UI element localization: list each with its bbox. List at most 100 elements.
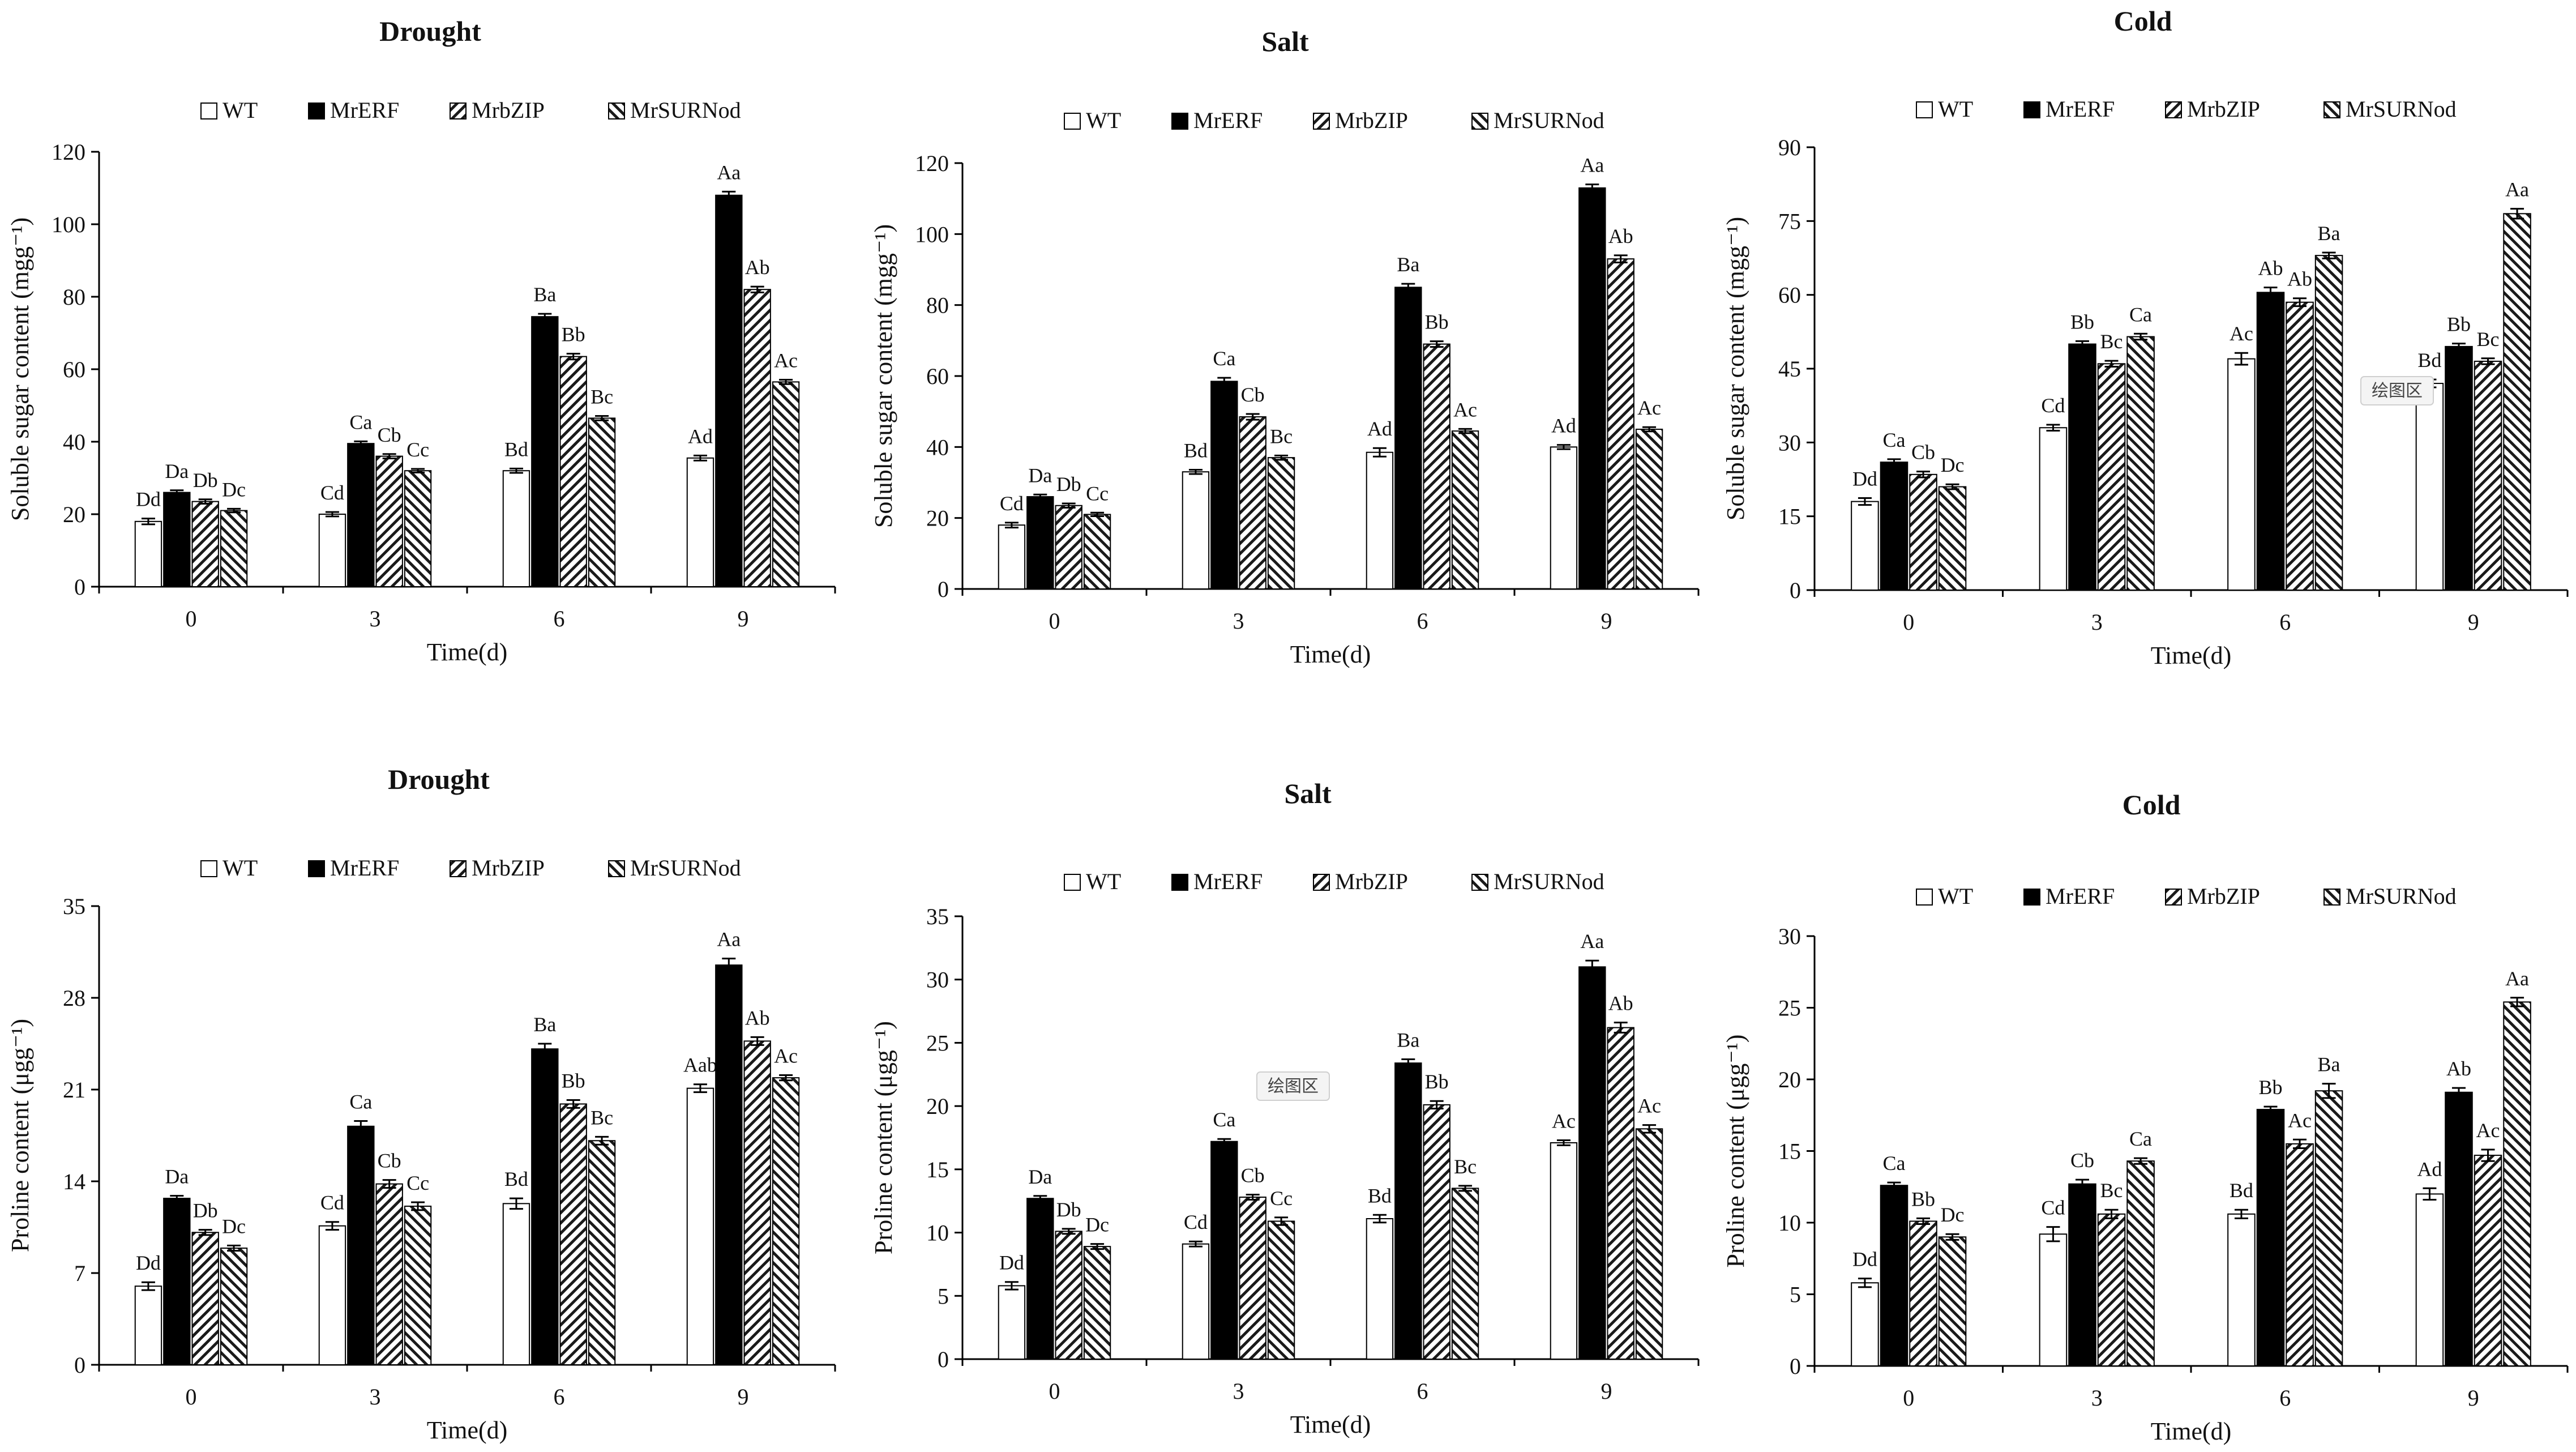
y-axis-title: Soluble sugar content (mgg⁻¹) xyxy=(6,217,34,521)
y-tick-label: 120 xyxy=(915,151,949,176)
significance-label: Ca xyxy=(2129,303,2152,326)
bar-wt-day0 xyxy=(998,524,1026,590)
significance-label: Bb xyxy=(1425,311,1449,334)
y-tick-label: 10 xyxy=(926,1220,949,1246)
legend-swatch-mrbzip xyxy=(450,103,467,119)
significance-label: Bd xyxy=(1184,439,1208,462)
significance-label: Ba xyxy=(1397,1028,1419,1051)
x-tick-label: 0 xyxy=(1049,608,1060,634)
significance-label: Aa xyxy=(1580,930,1604,953)
bar-wt-day6 xyxy=(502,1203,530,1365)
significance-label: Ad xyxy=(1367,417,1392,440)
bar-wt-day3 xyxy=(318,1225,346,1366)
significance-label: Ac xyxy=(2230,322,2253,345)
significance-label: Ac xyxy=(1637,1095,1661,1117)
significance-label: Cb xyxy=(2070,1149,2094,1172)
y-tick-label: 15 xyxy=(926,1157,949,1182)
bar-mrbzip-day3 xyxy=(375,1183,403,1366)
bar-wt-day9 xyxy=(2415,1193,2444,1366)
legend-label-mrsurnod: MrSURNod xyxy=(2346,96,2457,122)
significance-label: Dc xyxy=(1941,1203,1965,1226)
bar-mrbzip-day6 xyxy=(1423,343,1450,590)
x-tick-label: 6 xyxy=(554,606,565,631)
x-tick-label: 6 xyxy=(1417,608,1428,634)
significance-label: Ca xyxy=(1213,347,1235,370)
bar-mrsurnod-day6 xyxy=(588,417,616,588)
bar-mrerf-day9 xyxy=(715,964,743,1365)
significance-label: Ac xyxy=(774,1045,798,1067)
x-axis-title: Time(d) xyxy=(427,638,508,666)
bar-mrsurnod-day9 xyxy=(2503,1001,2531,1366)
y-tick-label: 20 xyxy=(926,506,949,531)
bar-mrerf-day3 xyxy=(347,1125,375,1366)
significance-label: Bb xyxy=(2258,1076,2282,1099)
bar-mrsurnod-day3 xyxy=(1267,457,1295,590)
y-tick-label: 100 xyxy=(915,221,949,247)
significance-label: Ac xyxy=(2476,1119,2500,1142)
bar-wt-day6 xyxy=(502,470,530,588)
y-tick-label: 0 xyxy=(74,574,85,600)
chart-title: Salt xyxy=(1261,25,1309,57)
significance-label: Ac xyxy=(774,349,798,372)
bar-mrbzip-day9 xyxy=(743,289,771,587)
significance-label: Bd xyxy=(504,438,528,460)
bar-mrbzip-day6 xyxy=(559,356,587,587)
y-tick-label: 80 xyxy=(63,284,85,310)
bar-wt-day6 xyxy=(2227,358,2256,591)
bar-wt-day9 xyxy=(1550,1142,1578,1360)
legend-swatch-mrerf xyxy=(308,860,325,877)
y-tick-label: 45 xyxy=(1778,356,1801,382)
bar-mrbzip-day0 xyxy=(191,1232,219,1365)
legend-label-wt: WT xyxy=(1938,96,1973,122)
y-tick-label: 60 xyxy=(926,364,949,389)
significance-label: Db xyxy=(193,469,218,492)
significance-label: Cd xyxy=(2041,394,2065,417)
x-tick-label: 6 xyxy=(1417,1378,1428,1404)
bar-mrbzip-day0 xyxy=(1055,505,1082,590)
legend-label-mrerf: MrERF xyxy=(1193,108,1263,133)
significance-label: Dd xyxy=(136,1252,161,1274)
significance-label: Cc xyxy=(1086,482,1109,505)
legend-swatch-mrerf xyxy=(2023,889,2040,906)
tooltip-label: 绘图区 xyxy=(2372,381,2423,401)
bar-wt-day6 xyxy=(1366,451,1394,590)
y-tick-label: 28 xyxy=(63,985,85,1011)
significance-label: Ba xyxy=(1397,253,1419,276)
significance-label: Bb xyxy=(1425,1070,1449,1093)
significance-label: Db xyxy=(1056,1198,1081,1221)
significance-label: Ba xyxy=(2318,222,2340,245)
plot-area-tooltip: 绘图区 xyxy=(1256,1071,1330,1101)
significance-label: Cd xyxy=(320,481,344,504)
significance-label: Dc xyxy=(222,1215,246,1237)
significance-label: Da xyxy=(165,460,189,482)
y-tick-label: 10 xyxy=(1778,1210,1801,1236)
significance-label: Dd xyxy=(136,488,161,511)
bar-wt-day3 xyxy=(1182,471,1210,590)
legend-label-mrbzip: MrbZIP xyxy=(472,97,545,123)
legend-label-mrerf: MrERF xyxy=(1193,869,1263,894)
y-tick-label: 35 xyxy=(926,904,949,929)
bar-mrsurnod-day6 xyxy=(1451,1188,1479,1360)
bar-mrsurnod-day3 xyxy=(2126,336,2155,591)
x-tick-label: 9 xyxy=(738,606,749,631)
bar-mrsurnod-day0 xyxy=(220,510,248,587)
y-tick-label: 5 xyxy=(938,1283,949,1309)
significance-label: Cc xyxy=(1270,1187,1293,1210)
bar-mrerf-day0 xyxy=(1026,496,1054,590)
y-tick-label: 60 xyxy=(63,357,85,382)
x-tick-label: 3 xyxy=(370,1384,381,1410)
bar-mrerf-day9 xyxy=(2445,345,2473,591)
bar-mrerf-day6 xyxy=(2256,1109,2285,1366)
y-tick-label: 20 xyxy=(63,502,85,527)
bar-mrbzip-day6 xyxy=(2286,301,2314,591)
chart-panel-5: Salt WT MrERF MrbZIP MrSURNod 0 5 10 15 20 25 30 35 0… xyxy=(870,778,1700,1438)
legend-label-mrsurnod: MrSURNod xyxy=(1494,869,1604,894)
significance-label: Bc xyxy=(2477,328,2500,351)
significance-label: Cb xyxy=(1911,441,1935,464)
x-tick-label: 3 xyxy=(2091,1385,2103,1411)
chart-title: Cold xyxy=(2114,5,2172,37)
y-tick-label: 15 xyxy=(1778,504,1801,529)
bar-mrsurnod-day9 xyxy=(772,1077,800,1365)
